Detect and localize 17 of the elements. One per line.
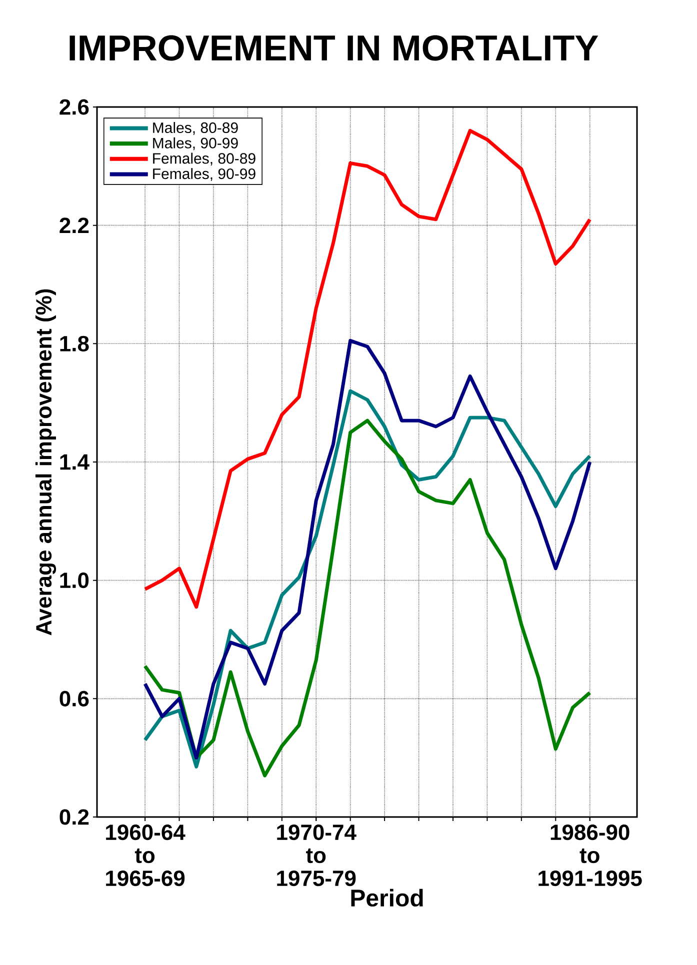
- x-axis-title: Period: [351, 888, 423, 907]
- y-tick-label: 1.0: [60, 572, 89, 588]
- legend-label: Males, 90-99: [153, 137, 238, 150]
- x-tick-label: 1986-90 to 1991-1995: [538, 824, 642, 886]
- y-tick-label: 1.4: [60, 454, 90, 470]
- y-tick-label: 0.6: [60, 690, 89, 706]
- y-tick-label: 0.2: [60, 809, 89, 825]
- legend-label: Females, 90-99: [153, 168, 256, 181]
- y-axis-title: Average annual improvement (%): [35, 289, 56, 636]
- y-tick-label: 2.2: [60, 218, 89, 234]
- legend-label: Females, 80-89: [153, 152, 256, 166]
- chart-title: IMPROVEMENT IN MORTALITY: [70, 35, 598, 61]
- y-tick-label: 2.6: [60, 99, 89, 115]
- x-tick-label: 1960-64 to 1965-69: [106, 824, 186, 886]
- x-tick-label: 1970-74 to 1975-79: [277, 824, 356, 886]
- legend-label: Males, 80-89: [153, 122, 238, 135]
- y-tick-label: 1.8: [60, 336, 89, 352]
